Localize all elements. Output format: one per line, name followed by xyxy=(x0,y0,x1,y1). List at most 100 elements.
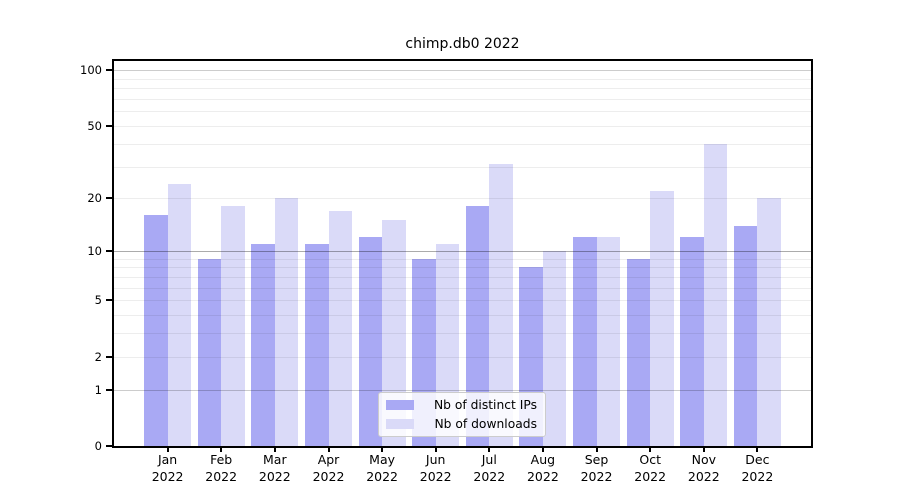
x-tick-mark-oct xyxy=(649,446,652,452)
y-tick-label-20: 20 xyxy=(87,191,102,206)
y-tick-mark-0 xyxy=(106,445,114,447)
y-tick-label-100: 100 xyxy=(80,63,102,78)
month-label: Jan xyxy=(157,452,178,467)
x-tick-mark-jul xyxy=(488,446,491,452)
month-label: Mar xyxy=(263,452,287,467)
x-tick-label-jan: Jan 2022 xyxy=(138,452,198,485)
x-tick-label-jun: Jun 2022 xyxy=(406,452,466,485)
bar-downloads-may xyxy=(382,220,406,446)
x-tick-label-dec: Dec 2022 xyxy=(727,452,787,485)
y-tick-mark-50 xyxy=(106,124,114,127)
x-tick-label-mar: Mar 2022 xyxy=(245,452,305,485)
x-tick-label-may: May 2022 xyxy=(352,452,412,485)
legend-item-distinct-ips: Nb of distinct IPs xyxy=(386,398,537,412)
bar-distinct-ips-oct xyxy=(626,258,651,446)
bar-downloads-apr xyxy=(328,210,352,446)
x-tick-mark-apr xyxy=(327,446,330,452)
y-tick-mark-10 xyxy=(106,249,114,252)
month-label: Sep xyxy=(584,452,609,467)
gridline-100 xyxy=(114,70,811,72)
bar-distinct-ips-dec xyxy=(733,225,758,446)
gridline-5 xyxy=(114,300,811,302)
y-tick-label-2: 2 xyxy=(94,349,102,364)
year-label: 2022 xyxy=(526,468,559,484)
bar-distinct-ips-nov xyxy=(680,237,704,446)
x-tick-mark-aug xyxy=(541,446,544,452)
y-tick-label-50: 50 xyxy=(87,118,102,133)
bar-distinct-ips-mar xyxy=(251,243,275,446)
gridline-20 xyxy=(114,198,811,200)
month-label: Dec xyxy=(745,452,770,467)
bar-downloads-dec xyxy=(757,198,781,446)
gridline-60 xyxy=(114,111,811,113)
year-label: 2022 xyxy=(580,468,613,484)
bar-distinct-ips-sep xyxy=(573,237,597,446)
bar-downloads-nov xyxy=(703,143,728,446)
y-tick-label-1: 1 xyxy=(94,382,102,397)
year-label: 2022 xyxy=(741,468,774,484)
month-label: May xyxy=(369,452,396,467)
legend-swatch xyxy=(386,400,414,410)
x-tick-mark-dec xyxy=(756,446,759,452)
gridline-2 xyxy=(114,356,811,358)
legend-swatch xyxy=(386,419,414,429)
year-label: 2022 xyxy=(473,468,506,484)
y-tick-mark-20 xyxy=(106,197,114,200)
bar-distinct-ips-jan xyxy=(144,215,168,446)
month-label: Nov xyxy=(691,452,716,467)
legend: Nb of distinct IPs Nb of downloads xyxy=(378,392,546,437)
gridline-50 xyxy=(114,125,811,127)
x-tick-label-jul: Jul 2022 xyxy=(459,452,519,485)
month-label: Jun xyxy=(425,452,446,467)
x-tick-mark-mar xyxy=(273,446,276,452)
y-tick-mark-5 xyxy=(106,299,114,302)
bar-distinct-ips-jul xyxy=(465,206,490,446)
year-label: 2022 xyxy=(151,468,184,484)
y-tick-label-0: 0 xyxy=(94,439,102,453)
gridline-9 xyxy=(114,258,811,260)
gridline-10 xyxy=(114,250,811,252)
month-label: Jul xyxy=(481,452,497,467)
bar-downloads-oct xyxy=(650,190,674,446)
bar-downloads-sep xyxy=(596,237,620,446)
year-label: 2022 xyxy=(419,468,452,484)
x-tick-mark-jun xyxy=(434,446,437,452)
x-tick-label-apr: Apr 2022 xyxy=(299,452,359,485)
year-label: 2022 xyxy=(366,468,398,484)
month-label: Oct xyxy=(639,452,661,467)
y-tick-label-5: 5 xyxy=(94,293,102,308)
bar-downloads-jan xyxy=(167,184,192,446)
legend-label: Nb of distinct IPs xyxy=(433,398,537,412)
x-tick-label-sep: Sep 2022 xyxy=(567,452,627,485)
bar-downloads-aug xyxy=(542,250,567,446)
bar-distinct-ips-may xyxy=(358,237,383,446)
gridline-4 xyxy=(114,315,811,316)
x-tick-mark-jan xyxy=(166,446,169,452)
legend-label: Nb of downloads xyxy=(434,417,537,431)
x-tick-mark-may xyxy=(381,446,384,452)
year-label: 2022 xyxy=(258,468,291,484)
gridline-90 xyxy=(114,78,811,80)
gridline-70 xyxy=(114,99,811,100)
y-tick-mark-100 xyxy=(106,69,114,72)
y-tick-label-10: 10 xyxy=(87,243,102,258)
y-tick-mark-1 xyxy=(106,388,114,391)
x-tick-label-feb: Feb 2022 xyxy=(191,452,251,485)
month-label: Apr xyxy=(317,452,340,467)
month-label: Aug xyxy=(530,452,556,467)
bar-downloads-mar xyxy=(274,198,299,446)
x-tick-mark-feb xyxy=(220,446,223,452)
gridline-6 xyxy=(114,287,811,289)
year-label: 2022 xyxy=(634,468,667,484)
legend-item-downloads: Nb of downloads xyxy=(386,417,537,431)
x-tick-mark-nov xyxy=(702,446,705,452)
bar-distinct-ips-feb xyxy=(197,258,222,446)
bar-distinct-ips-apr xyxy=(305,243,329,446)
chart-title: chimp.db0 2022 xyxy=(405,36,520,52)
gridline-8 xyxy=(114,267,811,269)
gridline-30 xyxy=(114,166,811,168)
year-label: 2022 xyxy=(205,468,238,484)
y-tick-mark-2 xyxy=(106,355,114,358)
x-tick-label-aug: Aug 2022 xyxy=(513,452,573,485)
